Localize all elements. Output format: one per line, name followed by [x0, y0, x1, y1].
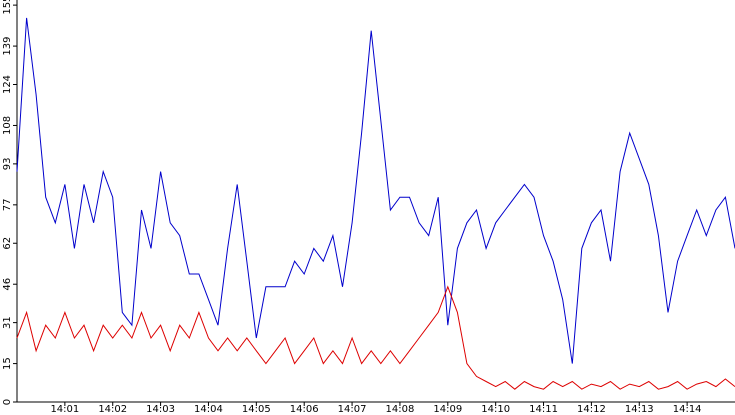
y-tick-label: 31 [2, 316, 13, 329]
y-tick-label: 93 [2, 158, 13, 171]
y-tick-label: 62 [2, 237, 13, 250]
x-tick-label: 14:12 [577, 404, 606, 415]
x-tick-label: 14:11 [529, 404, 558, 415]
x-tick-label: 14:06 [290, 404, 319, 415]
y-tick-label: 139 [2, 37, 13, 56]
x-tick-label: 14:09 [433, 404, 462, 415]
x-tick-label: 14:08 [386, 404, 415, 415]
y-tick-label: 0 [2, 399, 13, 405]
x-tick-label: 14:03 [146, 404, 175, 415]
y-tick-label: 46 [2, 278, 13, 291]
x-tick-label: 14:02 [98, 404, 127, 415]
x-tick-label: 14:01 [50, 404, 79, 415]
y-tick-label: 124 [2, 75, 13, 94]
x-tick-label: 14:14 [673, 404, 702, 415]
series-line [16, 285, 735, 390]
x-tick-label: 14:04 [194, 404, 223, 415]
x-tick-label: 14:05 [242, 404, 271, 415]
series-line [16, 17, 735, 364]
y-tick-label: 155 [2, 0, 13, 15]
x-tick-label: 14:10 [481, 404, 510, 415]
y-tick-label: 77 [2, 198, 13, 211]
y-tick-label: 15 [2, 357, 13, 370]
y-tick-label: 108 [2, 116, 13, 135]
x-tick-label: 14:13 [625, 404, 654, 415]
x-tick-label: 14:07 [338, 404, 367, 415]
